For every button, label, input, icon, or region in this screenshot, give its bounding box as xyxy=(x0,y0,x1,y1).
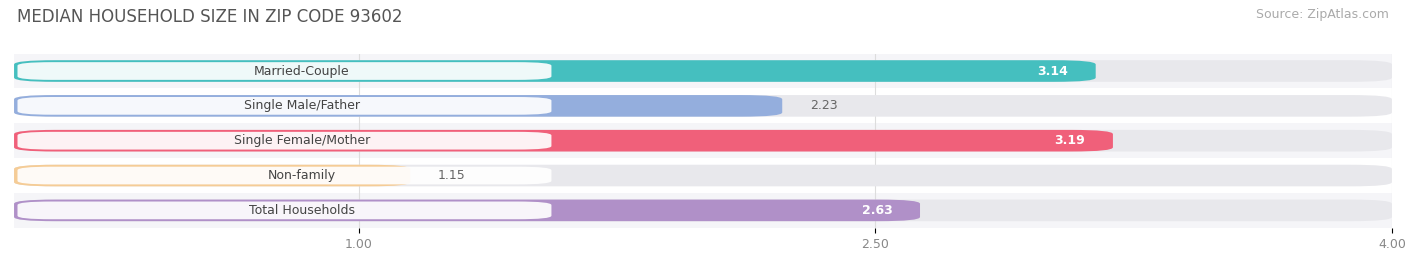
Text: Single Female/Mother: Single Female/Mother xyxy=(233,134,370,147)
FancyBboxPatch shape xyxy=(14,193,1392,228)
FancyBboxPatch shape xyxy=(14,130,1392,151)
FancyBboxPatch shape xyxy=(14,95,1392,117)
FancyBboxPatch shape xyxy=(14,130,1114,151)
FancyBboxPatch shape xyxy=(17,97,551,115)
FancyBboxPatch shape xyxy=(14,54,1392,88)
Text: Married-Couple: Married-Couple xyxy=(254,65,350,77)
Text: Non-family: Non-family xyxy=(267,169,336,182)
Text: 3.14: 3.14 xyxy=(1038,65,1069,77)
FancyBboxPatch shape xyxy=(14,95,782,117)
FancyBboxPatch shape xyxy=(17,132,551,150)
Text: 1.15: 1.15 xyxy=(437,169,465,182)
Text: 3.19: 3.19 xyxy=(1054,134,1085,147)
FancyBboxPatch shape xyxy=(14,165,1392,186)
Text: 2.63: 2.63 xyxy=(862,204,893,217)
Text: Source: ZipAtlas.com: Source: ZipAtlas.com xyxy=(1256,8,1389,21)
FancyBboxPatch shape xyxy=(14,60,1392,82)
Text: MEDIAN HOUSEHOLD SIZE IN ZIP CODE 93602: MEDIAN HOUSEHOLD SIZE IN ZIP CODE 93602 xyxy=(17,8,402,26)
FancyBboxPatch shape xyxy=(17,167,551,184)
Text: 2.23: 2.23 xyxy=(810,99,838,112)
FancyBboxPatch shape xyxy=(14,165,411,186)
FancyBboxPatch shape xyxy=(14,200,920,221)
FancyBboxPatch shape xyxy=(14,158,1392,193)
FancyBboxPatch shape xyxy=(14,60,1095,82)
FancyBboxPatch shape xyxy=(14,123,1392,158)
Text: Total Households: Total Households xyxy=(249,204,354,217)
FancyBboxPatch shape xyxy=(17,202,551,219)
FancyBboxPatch shape xyxy=(14,88,1392,123)
FancyBboxPatch shape xyxy=(17,62,551,80)
FancyBboxPatch shape xyxy=(14,200,1392,221)
Text: Single Male/Father: Single Male/Father xyxy=(243,99,360,112)
